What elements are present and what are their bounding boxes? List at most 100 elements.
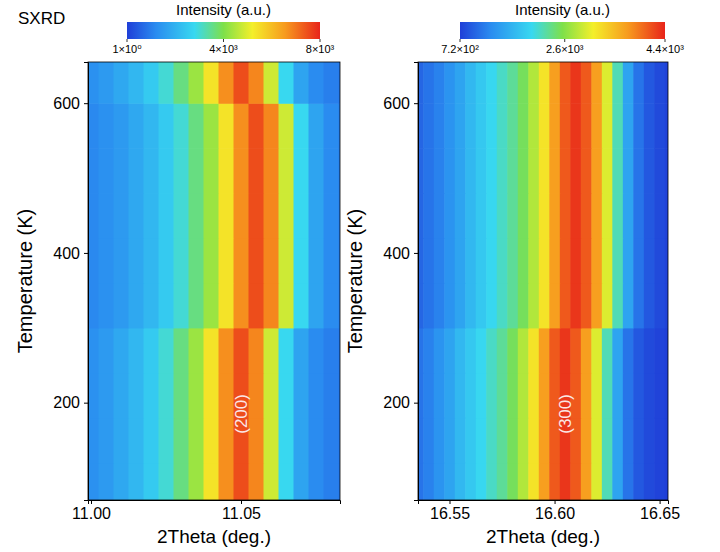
x-tick-mark [450,500,451,504]
cell [204,148,220,194]
cell [444,62,455,104]
cell [249,62,265,104]
cell [507,193,518,239]
cell [486,238,497,284]
cell [219,238,235,284]
cell [309,103,325,149]
cell [455,283,466,329]
cell [234,103,250,149]
cell [309,193,325,239]
cell [234,148,250,194]
cell [549,328,560,374]
cell [279,238,295,284]
cell [234,463,250,500]
cell [497,418,508,464]
cell [88,103,99,149]
cell [114,103,130,149]
colorbar-tick [127,39,128,42]
cell [539,283,550,329]
colorbar-tick-label: 8×10³ [306,43,335,55]
cell [497,103,508,149]
cell [465,463,476,500]
cell [189,238,205,284]
cell [581,193,592,239]
cell [633,418,644,464]
cell [279,283,295,329]
cell [581,328,592,374]
cell [88,193,99,239]
cell [264,62,280,104]
cell [294,463,310,500]
cell [99,463,115,500]
cell [518,328,529,374]
cell [591,238,602,284]
cell [279,463,295,500]
cell [264,238,280,284]
cell [602,283,613,329]
cell [581,283,592,329]
cell [654,373,665,419]
cell [129,238,145,284]
cell [507,103,518,149]
panel-title: SXRD [18,9,65,28]
cell [204,373,220,419]
cell [434,62,445,104]
cell [654,328,665,374]
cell [486,283,497,329]
cell [309,418,325,464]
cell [507,62,518,104]
colorbar-tick-label: 4×10³ [209,43,238,55]
cell [633,328,644,374]
cell [279,148,295,194]
cell [623,148,634,194]
cell [644,148,655,194]
cell [114,373,130,419]
plot-frame [88,62,340,500]
cell [591,62,602,104]
colorbar-tick-label: 2.6×10³ [546,43,584,55]
cell [476,418,487,464]
cell [602,103,613,149]
cell [174,103,190,149]
cell [444,283,455,329]
cell [114,463,130,500]
cell [518,373,529,419]
cell [159,328,175,374]
cell [570,103,581,149]
y-tick: 200 [383,394,418,411]
cell [507,328,518,374]
x-tick-label: 11.05 [222,505,261,522]
cell [219,463,235,500]
cell [612,148,623,194]
cell [294,373,310,419]
cell [644,463,655,500]
cell [644,193,655,239]
cell [455,328,466,374]
cell [219,103,235,149]
cell [129,328,145,374]
x-tick: 11.05 [222,500,261,522]
cell [279,193,295,239]
cell [507,238,518,284]
cell [114,418,130,464]
x-tick-mark [555,500,556,504]
cell [249,193,265,239]
cell [623,103,634,149]
cell [99,418,115,464]
cell [294,193,310,239]
cell [174,62,190,104]
cell [174,238,190,284]
x-tick-mark [91,500,92,504]
cell [455,148,466,194]
panel: 11.0011.052004006002Theta (deg.)Temperat… [14,1,354,547]
cell [623,283,634,329]
cell [539,193,550,239]
cell [581,148,592,194]
cell [144,62,160,104]
cell [633,103,644,149]
cell [159,463,175,500]
cell [591,193,602,239]
cell [249,238,265,284]
colorbar-tick [665,39,666,42]
cell [455,373,466,419]
